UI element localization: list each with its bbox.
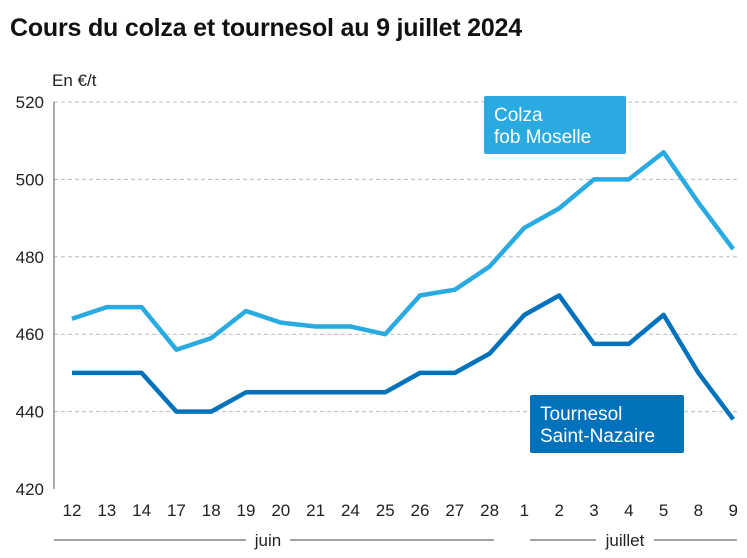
series-line-0 (71, 150, 736, 352)
x-tick-label: 26 (411, 501, 430, 520)
series-line-1 (72, 293, 736, 421)
y-tick-label: 520 (16, 93, 44, 112)
x-tick-label: 17 (167, 501, 186, 520)
series-label-box-1 (530, 395, 684, 453)
y-tick-label: 440 (16, 403, 44, 422)
x-tick-label: 24 (341, 501, 360, 520)
y-tick-label: 480 (16, 248, 44, 267)
y-tick-label: 460 (16, 325, 44, 344)
x-tick-label: 18 (202, 501, 221, 520)
series-label-text: Saint-Nazaire (540, 426, 655, 447)
x-tick-label: 20 (271, 501, 290, 520)
month-label: juin (254, 531, 281, 550)
x-tick-label: 1 (520, 501, 529, 520)
x-tick-label: 8 (694, 501, 703, 520)
y-axis-unit: En €/t (52, 71, 97, 90)
series-label-text: Colza (494, 105, 543, 126)
series-label-box-0 (484, 96, 626, 154)
x-tick-label: 13 (97, 501, 116, 520)
x-tick-label: 2 (554, 501, 563, 520)
x-tick-label: 9 (728, 501, 737, 520)
x-tick-label: 5 (659, 501, 668, 520)
month-label: juillet (605, 531, 645, 550)
y-tick-label: 420 (16, 480, 44, 499)
x-tick-label: 28 (480, 501, 499, 520)
series-label-text: Tournesol (540, 404, 622, 425)
x-tick-label: 3 (589, 501, 598, 520)
x-tick-label: 12 (63, 501, 82, 520)
x-tick-label: 21 (306, 501, 325, 520)
x-tick-label: 14 (132, 501, 151, 520)
y-tick-label: 500 (16, 170, 44, 189)
x-tick-label: 4 (624, 501, 633, 520)
x-tick-label: 25 (376, 501, 395, 520)
series-label-text: fob Moselle (494, 127, 591, 148)
x-tick-label: 19 (237, 501, 256, 520)
chart-title: Cours du colza et tournesol au 9 juillet… (10, 14, 522, 42)
x-tick-label: 27 (445, 501, 464, 520)
